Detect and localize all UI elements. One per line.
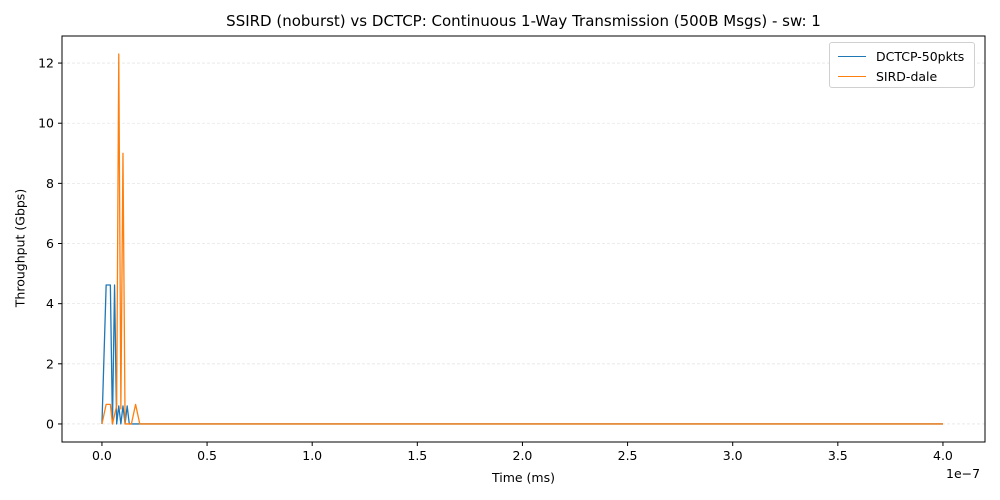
x-tick-label: 2.0 bbox=[513, 448, 533, 463]
series-line-sird-dale bbox=[101, 53, 943, 425]
x-axis-label: Time (ms) bbox=[491, 470, 555, 485]
legend-item-sird: SIRD-dale bbox=[838, 67, 937, 85]
x-axis-offset-text: 1e−7 bbox=[946, 466, 981, 481]
axes-frame bbox=[61, 35, 986, 443]
x-tick-label: 4.0 bbox=[933, 448, 953, 463]
series-line-dctcp-50pkts bbox=[101, 284, 943, 425]
legend-label-sird: SIRD-dale bbox=[876, 68, 938, 84]
y-tick-label: 10 bbox=[38, 116, 54, 131]
chart-title: SSIRD (noburst) vs DCTCP: Continuous 1-W… bbox=[226, 12, 821, 30]
y-tick-label: 4 bbox=[46, 296, 54, 311]
x-tick-label: 1.5 bbox=[407, 448, 427, 463]
legend-label-dctcp: DCTCP-50pkts bbox=[876, 48, 965, 64]
x-tick-label: 3.0 bbox=[723, 448, 743, 463]
x-tick-label: 1.0 bbox=[302, 448, 322, 463]
legend-item-dctcp: DCTCP-50pkts bbox=[838, 47, 964, 65]
x-tick-label: 0.5 bbox=[197, 448, 217, 463]
x-tick-label: 2.5 bbox=[618, 448, 638, 463]
x-tick-label: 3.5 bbox=[828, 448, 848, 463]
y-tick-label: 2 bbox=[46, 356, 54, 371]
legend-swatch-dctcp bbox=[838, 55, 866, 57]
y-tick-label: 0 bbox=[46, 416, 54, 431]
y-tick-label: 12 bbox=[38, 56, 54, 71]
legend: DCTCP-50pkts SIRD-dale bbox=[829, 42, 975, 88]
y-tick-label: 6 bbox=[46, 236, 54, 251]
y-axis-label: Throughput (Gbps) bbox=[12, 188, 28, 308]
legend-swatch-sird bbox=[838, 75, 866, 77]
y-tick-label: 8 bbox=[46, 176, 54, 191]
x-tick-label: 0.0 bbox=[92, 448, 112, 463]
